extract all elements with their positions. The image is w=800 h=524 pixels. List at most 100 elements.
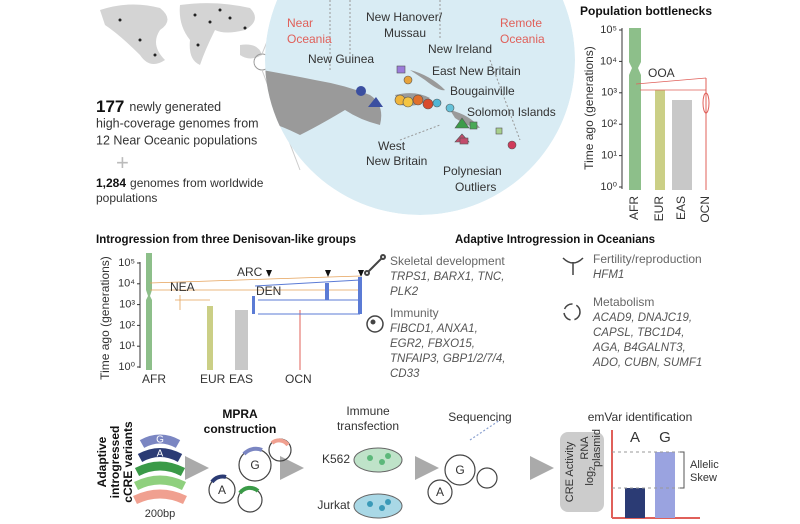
map-label: New Britain bbox=[366, 154, 427, 168]
bottleneck-bars bbox=[629, 28, 710, 190]
panel-title: Population bottlenecks bbox=[580, 4, 712, 18]
step-title: MPRA bbox=[222, 407, 258, 421]
genes: CD33 bbox=[390, 368, 420, 380]
pop-label: EAS bbox=[674, 196, 688, 220]
axis-label: Time ago (generations) bbox=[582, 46, 596, 170]
labels: AFR EUR EAS OCN bbox=[627, 196, 712, 223]
tick-label: 10³ bbox=[601, 87, 617, 99]
group-label: ARC bbox=[237, 265, 263, 279]
annotation: OOA bbox=[648, 66, 675, 80]
map-label: East New Britain bbox=[432, 64, 521, 78]
allele: A bbox=[157, 449, 164, 460]
panel-title: Introgression from three Denisovan-like … bbox=[96, 234, 356, 246]
map-label: Bougainville bbox=[450, 84, 515, 98]
step-title: construction bbox=[204, 422, 277, 436]
genes: ADO, CUBN, SUMF1 bbox=[592, 357, 702, 369]
map-label: Mussau bbox=[384, 26, 426, 40]
allele: A bbox=[436, 485, 444, 499]
pop-label: EUR bbox=[652, 196, 666, 222]
step-title: emVar identification bbox=[588, 410, 693, 424]
skew-label: Allelic bbox=[690, 459, 719, 471]
allele: G bbox=[455, 463, 464, 477]
tick-label: 10² bbox=[601, 118, 617, 130]
genome-text: 12 Near Oceanic populations bbox=[96, 133, 257, 147]
region-label: Oceania bbox=[500, 32, 545, 46]
tick-label: 10⁰ bbox=[600, 181, 617, 193]
genes: EGR2, FBXO15, bbox=[390, 338, 475, 350]
axis-label: RNA bbox=[579, 436, 591, 460]
axis: 10⁵ 10⁴ 10³ 10² 10¹ 10⁰ bbox=[600, 24, 623, 193]
skew-label: Skew bbox=[690, 472, 717, 484]
plasmids bbox=[208, 419, 501, 513]
tick-label: 10¹ bbox=[601, 150, 617, 162]
count: 1,284 bbox=[96, 176, 126, 190]
genes: TNFAIP3, GBP1/2/7/4, bbox=[390, 353, 505, 365]
map-label: New Guinea bbox=[308, 52, 374, 66]
axis-label: plasmid bbox=[591, 429, 603, 467]
category: Fertility/reproduction bbox=[593, 252, 702, 266]
step-title: Immune bbox=[346, 404, 390, 418]
genome-count: 177 newly generated bbox=[96, 97, 221, 116]
genes: CAPSL, TBC1D4, bbox=[593, 327, 684, 339]
category: Immunity bbox=[390, 306, 439, 320]
category: Skeletal development bbox=[390, 254, 505, 268]
allele: G bbox=[659, 429, 671, 446]
pop-label: EUR bbox=[200, 372, 226, 386]
step-title: Sequencing bbox=[448, 410, 511, 424]
side-label: introgressed bbox=[108, 426, 122, 499]
panel-title: Adaptive Introgression in Oceanians bbox=[455, 234, 655, 246]
genes: HFM1 bbox=[593, 269, 624, 281]
map-label: Solomon Islands bbox=[467, 105, 556, 119]
tick-label: 10⁵ bbox=[118, 257, 135, 269]
group-label: DEN bbox=[256, 284, 281, 298]
text: log bbox=[584, 471, 596, 486]
map-label: Outliers bbox=[455, 180, 496, 194]
map-label: West bbox=[378, 139, 406, 153]
allele: A bbox=[218, 483, 226, 497]
genome-count: 1,284 genomes from worldwide bbox=[96, 176, 264, 190]
text: genomes from worldwide bbox=[130, 176, 264, 190]
axis-label: Time ago (generations) bbox=[98, 256, 112, 380]
tick-label: 10² bbox=[119, 319, 135, 331]
map-label: New Ireland bbox=[428, 42, 492, 56]
genes: FIBCD1, ANXA1, bbox=[390, 323, 478, 335]
icons bbox=[364, 254, 584, 333]
genes: TRPS1, BARX1, TNC, bbox=[390, 271, 504, 283]
variant-arcs bbox=[133, 434, 187, 505]
genes: ACAD9, DNAJC19, bbox=[592, 312, 692, 324]
allele: A bbox=[630, 429, 640, 446]
pop-label: EAS bbox=[229, 372, 253, 386]
side-label: Adaptive bbox=[95, 436, 109, 487]
text: newly generated bbox=[129, 100, 221, 114]
cell-line: Jurkat bbox=[317, 498, 350, 512]
tick-label: 10¹ bbox=[119, 340, 135, 352]
map-label: New Hanover/ bbox=[366, 10, 443, 24]
region-label: Remote bbox=[500, 16, 542, 30]
dishes bbox=[353, 447, 403, 519]
axis: 10⁵ 10⁴ 10³ 10² 10¹ 10⁰ bbox=[118, 257, 141, 373]
tick-label: 10⁴ bbox=[600, 55, 617, 67]
genome-text: populations bbox=[96, 191, 157, 205]
tick-label: 10³ bbox=[119, 299, 135, 311]
tick-label: 10⁰ bbox=[118, 361, 135, 373]
pop-label: AFR bbox=[142, 372, 166, 386]
category: Metabolism bbox=[593, 295, 654, 309]
pop-label: OCN bbox=[285, 372, 312, 386]
step-title: transfection bbox=[337, 419, 399, 433]
region-label: Near bbox=[287, 16, 313, 30]
allele: G bbox=[156, 435, 164, 446]
oceania-map bbox=[265, 0, 575, 215]
tick-label: 10⁵ bbox=[600, 24, 617, 36]
genes: AGA, B4GALNT3, bbox=[592, 342, 686, 354]
cell-line: K562 bbox=[322, 452, 350, 466]
world-map bbox=[100, 0, 301, 171]
region-label: Oceania bbox=[287, 32, 332, 46]
map-label: Polynesian bbox=[443, 164, 502, 178]
axis-label: CRE Activity bbox=[564, 441, 576, 502]
plus: + bbox=[116, 150, 129, 175]
tick-label: 10⁴ bbox=[118, 278, 135, 290]
genome-text: high-coverage genomes from bbox=[96, 116, 259, 130]
side-label: cCRE variants bbox=[121, 421, 135, 503]
axis-label: log2 bbox=[584, 466, 597, 486]
